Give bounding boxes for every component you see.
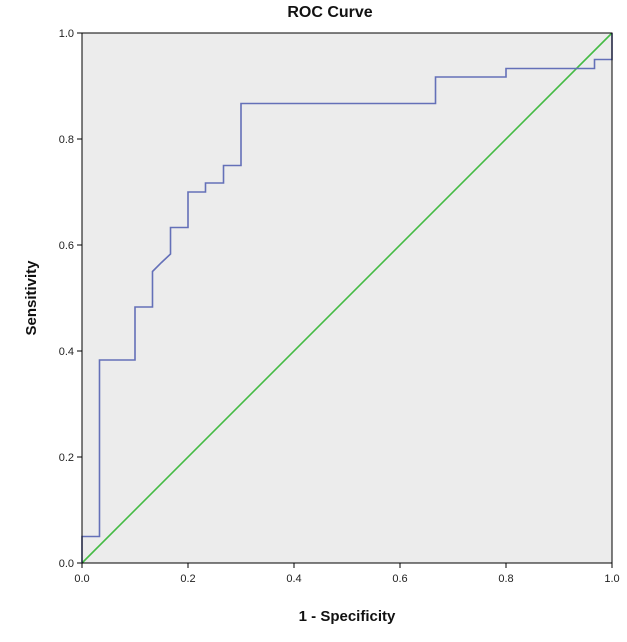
x-axis-ticks: 0.0 0.2 0.4 0.6 0.8 1.0: [74, 563, 620, 585]
y-tick-label: 1.0: [59, 28, 74, 40]
x-tick-label: 0.0: [74, 573, 89, 585]
reference-diagonal-line: [81, 32, 613, 564]
x-tick-label: 0.6: [392, 573, 407, 585]
roc-curve-line: [81, 33, 613, 563]
x-tick-label: 0.2: [180, 573, 195, 585]
x-tick-label: 1.0: [604, 573, 619, 585]
x-tick-label: 0.8: [498, 573, 513, 585]
y-tick-label: 0.8: [59, 134, 74, 146]
plot-frame: [81, 32, 613, 564]
y-tick-label: 0.2: [59, 452, 74, 464]
y-axis-ticks: 0.0 0.2 0.4 0.6 0.8 1.0: [59, 28, 82, 570]
y-tick-label: 0.0: [59, 558, 74, 570]
y-axis-title: Sensitivity: [23, 260, 40, 336]
y-tick-label: 0.4: [59, 346, 74, 358]
x-tick-label: 0.4: [286, 573, 301, 585]
chart-title: ROC Curve: [287, 4, 372, 21]
y-tick-label: 0.6: [59, 240, 74, 252]
series-layer: [81, 32, 613, 564]
x-axis-title: 1 - Specificity: [299, 608, 396, 625]
